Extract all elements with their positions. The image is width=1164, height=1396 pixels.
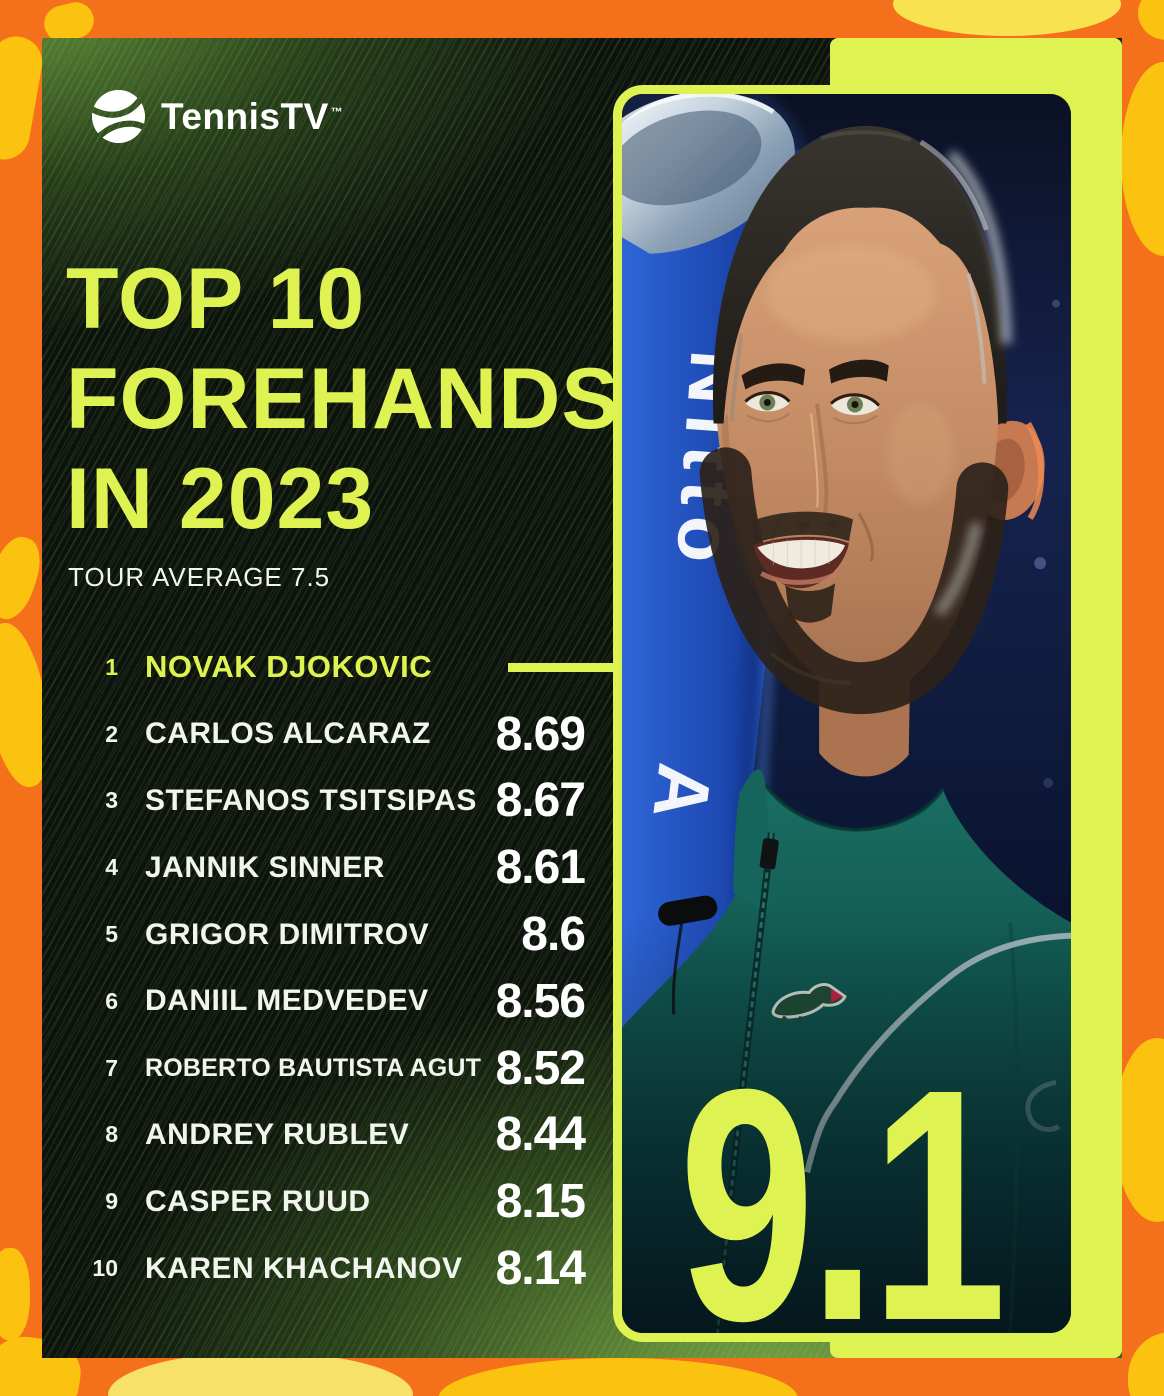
rating-value: 8.44	[495, 1108, 586, 1162]
eyebrow	[829, 359, 889, 384]
table-row: 3 STEFANOS TSITSIPAS 8.67	[82, 768, 586, 835]
player-name: ROBERTO BAUTISTA AGUT	[145, 1053, 482, 1082]
player-photo-illustration: Nitto A	[622, 94, 1071, 1333]
rankings-list: 1 NOVAK DJOKOVIC 2 CARLOS ALCARAZ 8.69 3…	[82, 634, 621, 1302]
rating-overlay: 9.1	[679, 1020, 1007, 1342]
table-row: 8 ANDREY RUBLEV 8.44	[82, 1102, 586, 1169]
mustache	[751, 511, 853, 544]
rank-number: 9	[105, 1188, 118, 1215]
decor-blob	[438, 1358, 798, 1396]
decor-blob	[1121, 62, 1164, 256]
title-line-3: IN 2023	[66, 451, 375, 547]
player-name: JANNIK SINNER	[145, 850, 385, 884]
page-title: TOP 10 FOREHANDS IN 2023	[66, 249, 620, 549]
rating-value: 8.69	[495, 707, 586, 761]
player-name: STEFANOS TSITSIPAS	[145, 783, 477, 817]
rating-value: 8.67	[495, 774, 586, 828]
eyes	[744, 391, 880, 425]
table-row: 5 GRIGOR DIMITROV 8.6	[82, 901, 586, 968]
table-row: 10 KAREN KHACHANOV 8.14	[82, 1235, 586, 1302]
player-name: KAREN KHACHANOV	[145, 1251, 463, 1285]
ribbon-text-partial: A	[636, 759, 727, 824]
decor-blob	[0, 32, 47, 164]
player-name: NOVAK DJOKOVIC	[145, 649, 433, 685]
brand-text-tv: TV	[280, 95, 329, 137]
decor-blob	[108, 1352, 413, 1396]
rank-number: 4	[105, 854, 118, 881]
table-row: 1 NOVAK DJOKOVIC	[82, 634, 585, 701]
decor-blob	[1128, 1332, 1164, 1396]
table-row: 6 DANIIL MEDVEDEV 8.56	[82, 968, 586, 1035]
hair	[712, 125, 1012, 424]
player-name: CARLOS ALCARAZ	[145, 717, 431, 751]
rank-one-underline	[508, 663, 621, 672]
tour-average-label: TOUR AVERAGE 7.5	[68, 562, 331, 592]
decor-blob	[893, 0, 1121, 36]
rank-number: 5	[105, 921, 118, 948]
beard	[699, 447, 1009, 715]
player-name: GRIGOR DIMITROV	[145, 917, 430, 951]
photo-frame: Nitto A	[613, 85, 1080, 1342]
player-name: DANIIL MEDVEDEV	[145, 984, 429, 1018]
decor-blob	[1138, 0, 1164, 40]
rank-number: 10	[92, 1255, 118, 1282]
rank-number: 2	[105, 720, 118, 747]
title-line-2: FOREHANDS	[66, 351, 620, 447]
rating-value: 8.52	[495, 1041, 586, 1095]
rank-number: 6	[105, 987, 118, 1014]
rank-number: 3	[105, 787, 118, 814]
zipper-pull	[759, 838, 779, 870]
player-name: ANDREY RUBLEV	[145, 1117, 410, 1151]
eyebrow	[741, 363, 806, 390]
tennis-ball-icon	[90, 88, 147, 145]
table-row: 4 JANNIK SINNER 8.61	[82, 834, 586, 901]
brand-logo: TennisTV ™	[90, 88, 343, 145]
player-name: CASPER RUUD	[145, 1184, 371, 1218]
rating-value: 8.56	[495, 974, 586, 1028]
rank-number: 1	[105, 653, 118, 680]
table-row: 7 ROBERTO BAUTISTA AGUT 8.52	[82, 1035, 586, 1102]
rating-value: 8.15	[495, 1175, 586, 1229]
table-row: 2 CARLOS ALCARAZ 8.69	[82, 701, 586, 768]
rank-number: 8	[105, 1121, 118, 1148]
trademark: ™	[330, 104, 344, 119]
smile	[753, 536, 849, 589]
brand-text-tennis: Tennis	[161, 95, 281, 137]
rating-value: 8.6	[521, 908, 586, 962]
table-row: 9 CASPER RUUD 8.15	[82, 1168, 586, 1235]
brand-wordmark: TennisTV ™	[161, 96, 343, 138]
rating-value: 8.61	[495, 841, 586, 895]
title-line-1: TOP 10	[66, 251, 366, 347]
vignette	[622, 912, 1071, 1333]
smile-line	[857, 512, 874, 562]
decor-blob	[0, 1248, 30, 1340]
rating-value: 8.14	[495, 1242, 586, 1296]
rank-number: 7	[105, 1054, 118, 1081]
decor-blob	[0, 531, 48, 625]
